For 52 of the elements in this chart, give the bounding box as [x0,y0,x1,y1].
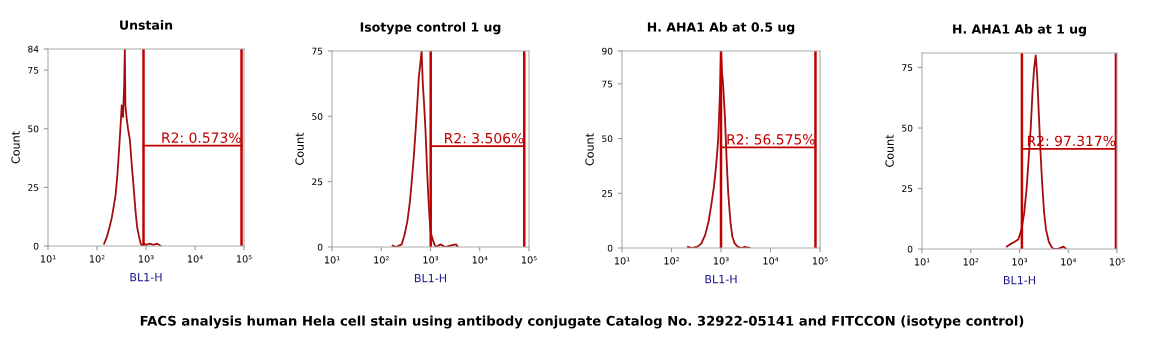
text: FACS analysis human Hela cell stain using antibody conjugate Catalog No. 32922-05141 and FITCCON (isotype control) [140,315,1024,329]
x-tick-label: 10⁴ [1061,258,1077,266]
y-tick-label: 0 [317,243,323,251]
x-tick-label: 10³ [713,257,729,265]
x-axis-title: BL1-H [705,275,737,284]
x-tick-label: 10¹ [40,255,56,263]
annotation: R2: 3.506% [445,132,524,144]
chart-title: Unstain [120,20,173,30]
y-tick-label: 75 [312,47,323,55]
x-tick-label: 10³ [1012,258,1028,266]
y-tick-label: 50 [312,113,323,120]
y-tick-label: 75 [602,80,613,88]
x-tick-label: 10³ [423,256,439,264]
chart-title: H. AHA1 Ab at 0.5 ug [647,22,795,35]
y-tick-label: 90 [602,47,613,55]
y-axis-title: Count [295,132,304,165]
x-axis-title: BL1-H [414,274,447,283]
chart-title: Isotype control 1 ug [360,22,501,35]
x-tick-label: 10¹ [324,256,340,264]
x-tick-label: 10⁵ [521,256,537,264]
x-tick-label: 10⁵ [1109,258,1125,266]
x-tick-label: 10¹ [914,258,930,266]
x-tick-label: 10⁵ [236,255,252,263]
y-axis-title: Count [585,133,594,166]
y-tick-label: 50 [28,125,39,133]
x-tick-label: 10³ [138,255,154,263]
y-tick-label: 0 [907,245,913,253]
x-tick-label: 10⁴ [472,256,488,264]
x-tick-label: 10¹ [614,257,630,265]
y-axis-title: Count [885,134,894,167]
x-axis-title: BL1-H [1003,276,1036,285]
y-tick-label: 0 [33,242,39,250]
y-tick-label: 50 [902,124,913,132]
x-tick-label: 10⁴ [763,257,779,265]
x-tick-label: 10² [664,257,680,265]
x-tick-label: 10² [374,256,389,264]
x-tick-label: 10⁴ [187,255,203,263]
x-tick-label: 10² [89,255,105,263]
y-tick-label: 0 [607,244,613,252]
y-tick-label: 84 [28,45,39,53]
y-tick-label: 75 [902,64,913,72]
y-tick-label: 50 [602,135,613,143]
y-tick-label: 25 [602,190,613,197]
x-tick-label: 10⁵ [812,257,828,265]
y-tick-label: 25 [28,184,39,191]
y-axis-title: Count [11,131,20,164]
x-tick-label: 10² [963,258,979,266]
chart-title: H. AHA1 Ab at 1 ug [953,24,1086,37]
x-axis-title: BL1-H [130,273,162,282]
y-tick-label: 25 [312,178,323,186]
y-tick-label: 25 [902,185,913,193]
y-tick-label: 75 [28,66,39,74]
